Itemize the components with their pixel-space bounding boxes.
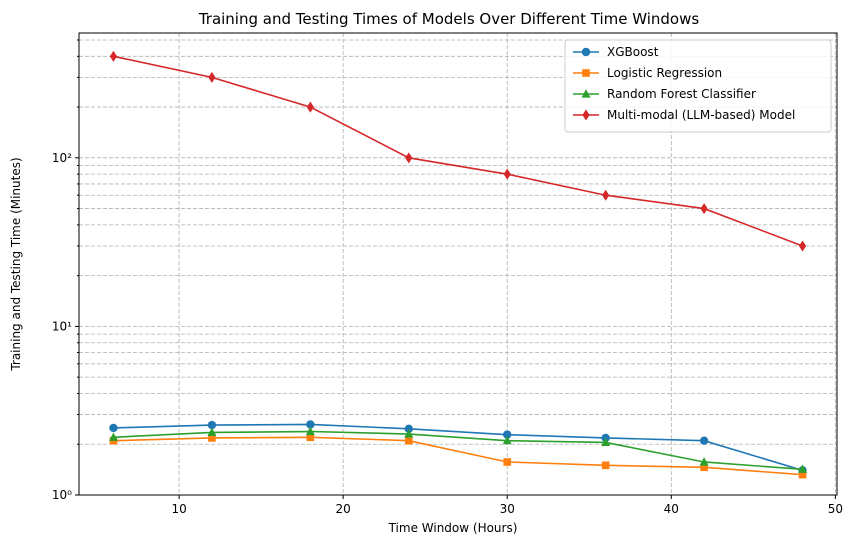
legend: XGBoost Logistic Regression Random Forest … [564,39,832,133]
data-point [109,50,118,62]
data-point [503,458,512,466]
data-point [798,240,807,252]
data-point [602,189,610,201]
data-point [108,432,118,441]
y-tick-label: 10² [52,151,72,165]
y-tick-label: 10⁰ [52,488,72,502]
x-axis-label: Time Window (Hours) [388,521,518,535]
data-point [306,420,315,429]
legend-marker [581,47,591,57]
data-point [306,101,314,113]
x-tick-label: 30 [500,502,515,516]
data-point [207,420,217,430]
data-point [699,457,709,466]
data-point [503,168,511,180]
series-line [113,430,803,471]
series-xgboost [109,420,807,475]
y-axis-label: Training and Testing Time (Minutes) [9,157,23,371]
data-point [700,203,708,215]
data-point [404,424,413,433]
data-point [109,423,118,433]
data-point [503,430,512,439]
plot-frame [78,32,838,496]
series-line [113,436,803,476]
x-tick-label: 40 [664,502,679,516]
data-point [208,434,216,442]
legend-marker [582,109,590,121]
data-point [404,429,414,438]
data-point [305,426,315,436]
axis-ticks: 10 20 30 40 50 10⁰ 10¹ 10² [52,39,843,516]
series-layer [108,50,808,479]
legend-label: Logistic Regression [607,66,722,80]
series-line [113,55,803,247]
data-point [502,435,512,445]
series-multi-modal-llm-based-model [109,50,807,252]
data-point [208,71,216,83]
x-tick-label: 20 [336,502,351,516]
legend-marker [581,89,591,98]
series-line [113,423,803,472]
legend-box [564,39,832,133]
legend-label: XGBoost [607,45,659,59]
data-point [601,461,610,470]
chart-title: Training and Testing Times of Models Ove… [198,10,700,28]
y-tick-label: 10¹ [52,319,72,333]
data-point [306,433,315,442]
x-tick-label: 50 [828,502,843,516]
data-point [405,152,413,164]
data-point [207,427,217,437]
data-point [798,470,807,479]
series-random-forest-classifier [108,426,808,473]
legend-marker [582,69,590,77]
data-point [700,463,708,472]
data-point [601,437,611,447]
x-tick-label: 10 [171,502,186,516]
data-point [798,464,808,473]
data-point [404,436,413,445]
data-point [699,436,709,445]
legend-label: Multi-modal (LLM-based) Model [607,108,795,122]
legend-label: Random Forest Classifier [607,87,756,101]
